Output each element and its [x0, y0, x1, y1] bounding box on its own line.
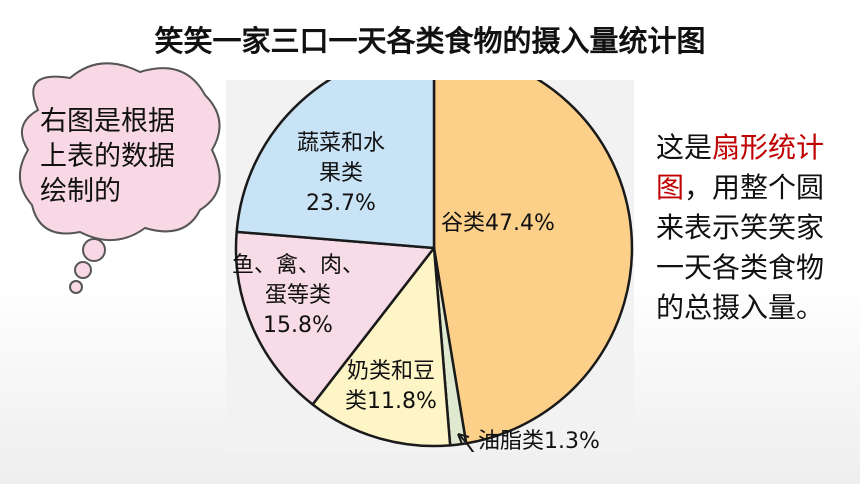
callout-arrow-head: [457, 433, 470, 445]
bubble-line: 右图是根据: [40, 106, 175, 137]
bubble-line: 上表的数据: [40, 141, 175, 172]
bubble-text: 右图是根据 上表的数据 绘制的: [40, 104, 210, 209]
page-title: 笑笑一家三口一天各类食物的摄入量统计图: [154, 24, 706, 58]
thought-dot-medium: [74, 261, 92, 279]
slice-vegetable: [235, 80, 436, 250]
thought-dot-large: [82, 238, 106, 262]
thought-bubble: [19, 62, 221, 294]
description-post: ，用整个圆来表示笑笑家一天各类食物的总摄入量。: [656, 171, 825, 324]
pie-chart: 谷类47.4% 油脂类1.3% 奶类和豆类11.8% 鱼、禽、肉、蛋等类 15.8% 蔬菜…: [232, 80, 634, 452]
description-highlight: 扇形统计图: [656, 131, 825, 204]
thought-cloud-shape: [19, 62, 221, 242]
pie-slices: [234, 80, 634, 448]
slice-dairy-label: 奶类和豆类11.8%: [345, 359, 437, 414]
pie-labels: 谷类47.4% 油脂类1.3% 奶类和豆类11.8% 鱼、禽、肉、蛋等类 15.8% 蔬菜…: [232, 131, 600, 452]
slice-vegetable-label: 蔬菜和水果类 23.7%: [297, 131, 385, 216]
description-text: 这是扇形统计图，用整个圆来表示笑笑家一天各类食物的总摄入量。: [656, 128, 846, 328]
slice-meat-label: 鱼、禽、肉、蛋等类 15.8%: [232, 253, 364, 338]
thought-dot-small: [69, 280, 83, 294]
slice-meat: [234, 230, 436, 406]
chart-panel: 谷类47.4% 油脂类1.3% 奶类和豆类11.8% 鱼、禽、肉、蛋等类 15.8% 蔬菜…: [226, 80, 634, 452]
slice-oil-label: 油脂类1.3%: [478, 429, 600, 452]
oil-callout: [457, 433, 475, 452]
slice-grain-label: 谷类47.4%: [441, 211, 555, 236]
slice-dairy: [311, 246, 452, 448]
description-pre: 这是: [656, 131, 713, 164]
bubble-line: 绘制的: [40, 176, 121, 207]
slice-grain: [432, 80, 634, 445]
